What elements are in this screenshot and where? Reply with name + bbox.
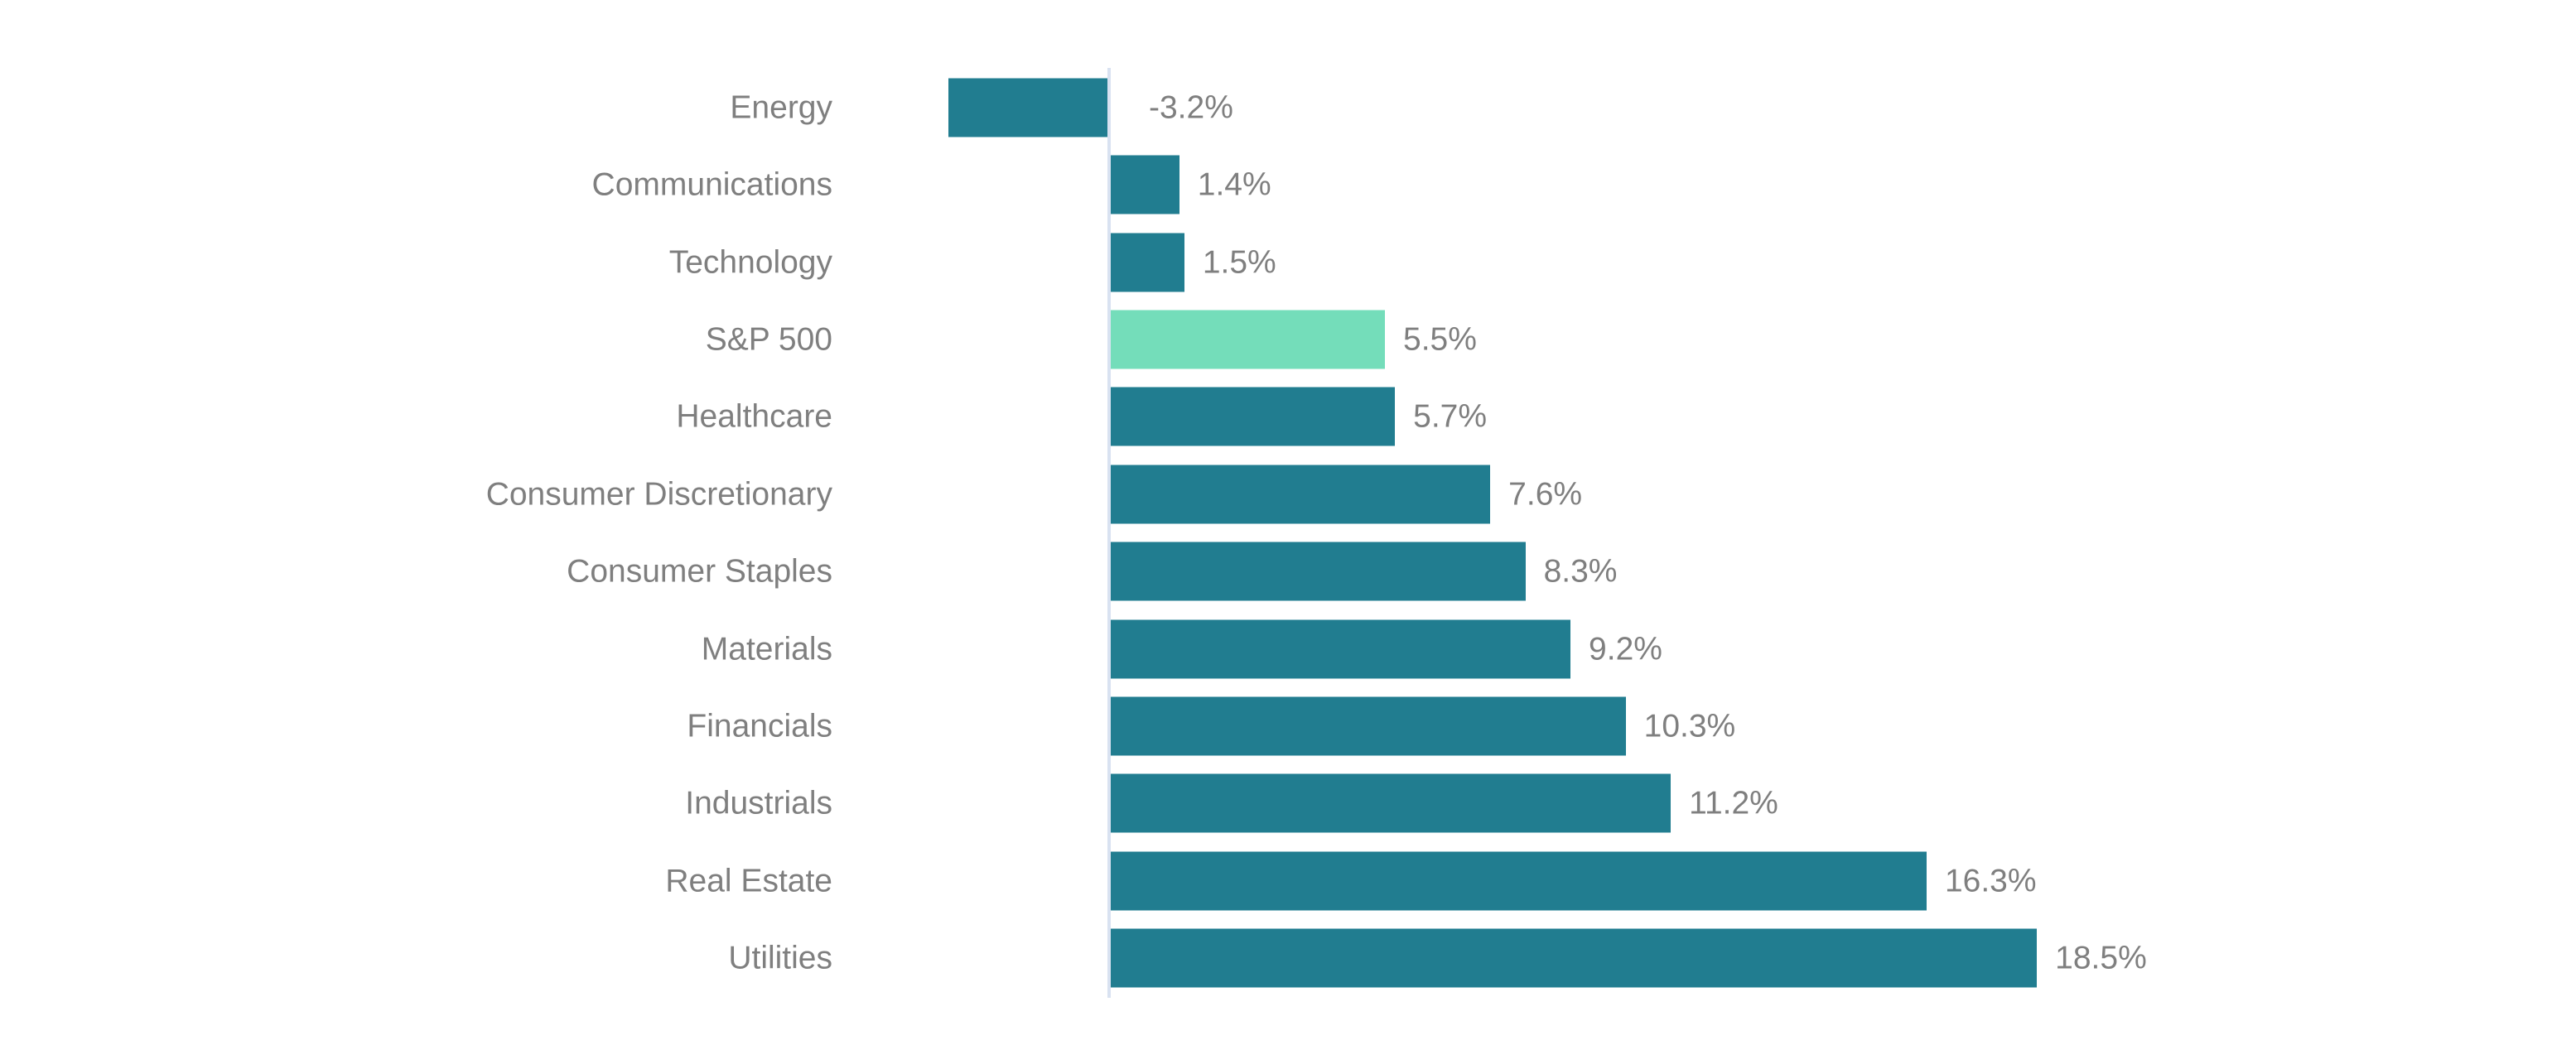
category-label: Consumer Discretionary xyxy=(485,476,832,513)
value-label: -3.2% xyxy=(1149,89,1233,126)
bar xyxy=(1109,928,2038,988)
category-label: Real Estate xyxy=(665,863,832,899)
value-label: 7.6% xyxy=(1508,476,1583,513)
category-label: Healthcare xyxy=(676,398,832,435)
highlight-bar xyxy=(1109,310,1386,369)
value-label: 9.2% xyxy=(1589,631,1662,667)
category-label: Utilities xyxy=(728,940,832,976)
category-label: Consumer Staples xyxy=(567,553,832,590)
category-label: Technology xyxy=(668,244,832,281)
value-label: 1.5% xyxy=(1202,244,1276,281)
category-label: Industrials xyxy=(685,785,832,821)
value-label: 16.3% xyxy=(1944,863,2037,899)
value-label: 8.3% xyxy=(1543,553,1618,590)
value-label: 18.5% xyxy=(2055,940,2147,976)
value-label: 10.3% xyxy=(1643,708,1736,744)
bar xyxy=(1109,465,1491,524)
bar xyxy=(948,78,1109,137)
bar xyxy=(1109,773,1672,833)
value-label: 5.7% xyxy=(1413,398,1488,435)
value-label: 5.5% xyxy=(1403,321,1477,358)
bar xyxy=(1109,542,1526,601)
bar xyxy=(1109,851,1927,911)
category-label: Communications xyxy=(591,166,832,203)
bar xyxy=(1109,387,1396,446)
category-label: Materials xyxy=(701,631,832,667)
bar xyxy=(1109,619,1571,679)
bar xyxy=(1109,155,1179,214)
value-label: 1.4% xyxy=(1197,166,1271,203)
value-label: 11.2% xyxy=(1689,785,1778,821)
category-label: Energy xyxy=(730,89,832,126)
bar xyxy=(1109,696,1626,756)
category-label: S&P 500 xyxy=(705,321,832,358)
bar xyxy=(1109,233,1184,292)
category-label: Financials xyxy=(687,708,832,744)
zero-axis-line xyxy=(1107,68,1111,998)
